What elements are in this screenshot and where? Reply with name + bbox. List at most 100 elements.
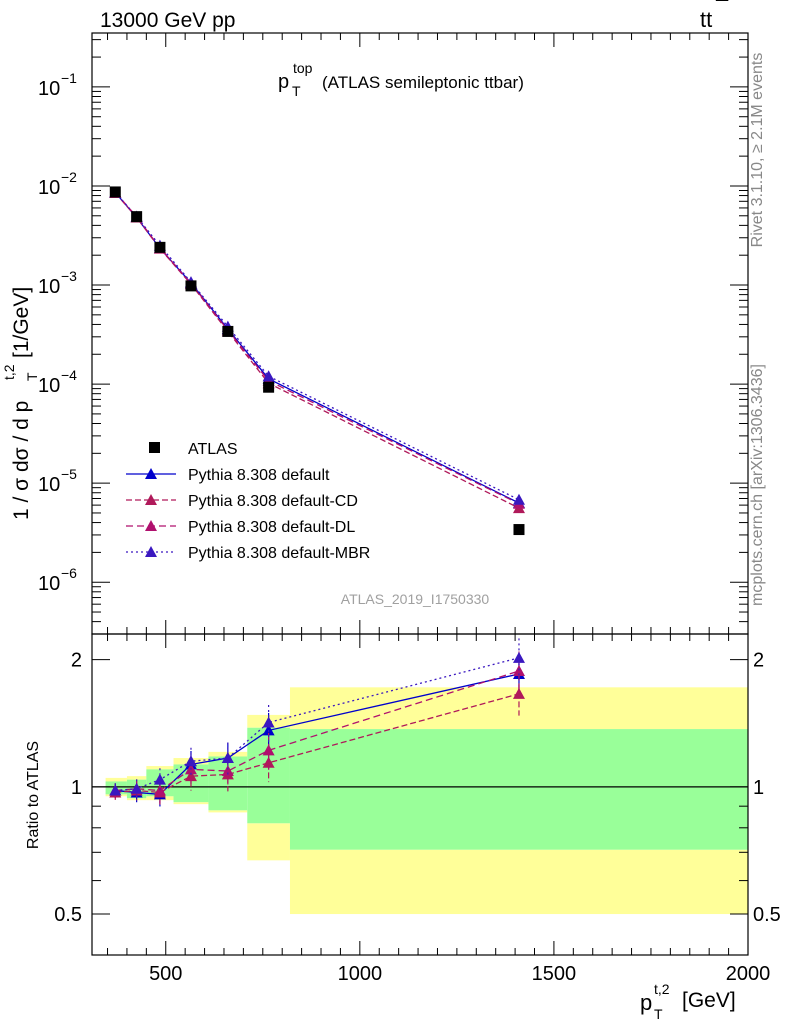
main-y-tick-exponent: −6 [61,565,77,581]
ratio-marker [262,756,275,768]
series-marker [512,493,525,505]
ratio-frame [91,633,749,956]
main-y-tick-exponent: −4 [61,367,77,383]
outer-band-lower [247,823,290,861]
outer-band-lower [208,810,248,813]
main-y-tick-label: 10 −6 [38,565,77,595]
ratio-marker [512,665,525,677]
main-ylabel-part1: 1 / σ dσ / d p [10,401,33,520]
main-y-tick-label: 10 −2 [38,169,77,199]
main-y-tick-exponent: −3 [61,268,77,284]
main-y-tick-label: 10 −1 [38,70,77,100]
main-y-tick-exponent: −5 [61,466,77,482]
xlabel-p: p [640,990,652,1015]
series-line-0 [114,192,520,504]
main-frame [91,32,749,635]
mcplots-source-label: mcplots.cern.ch [arXiv:1306.3436] [749,364,766,606]
main-y-axis-label: 1 / σ dσ / d p t,2 T [1/GeV] [1,287,40,520]
plot-title-p: p [278,71,289,93]
ratio-y-tick-label-right: 0.5 [753,904,781,926]
legend-label: Pythia 8.308 default [188,467,330,484]
legend-label: ATLAS [188,441,238,458]
ratio-y-tick-label-right: 2 [753,650,764,672]
legend-label: Pythia 8.308 default-MBR [188,545,370,562]
outer-band-upper [105,777,127,782]
ratio-marker [184,755,197,767]
plot-title-sub: T [292,83,301,99]
legend: ATLAS Pythia 8.308 default Pythia 8.308 de… [126,441,370,562]
main-y-tick-base: 10 [38,474,60,496]
ratio-marker [512,687,525,699]
ratio-marker [221,752,234,764]
rivet-version-label: Rivet 3.1.10, ≥ 2.1M events [749,53,766,248]
ratio-marker [262,744,275,756]
atlas-data-point [222,325,234,337]
outer-band-lower [289,849,748,915]
ratio-plot-panel: 500 1000 1500 2000 0.5 0.5 1 1 2 2 [54,633,781,985]
main-y-tick-exponent: −2 [61,169,77,185]
plot-title-text: (ATLAS semileptonic ttbar) [322,73,524,92]
main-ylabel-sub: T [24,372,40,381]
series-line-2 [114,192,520,505]
main-plot-panel: 10−610−510−410−310−210−1 [38,32,749,648]
x-tick-label: 1000 [338,963,383,985]
legend-label: Pythia 8.308 default-DL [188,519,355,536]
legend-marker-atlas [149,442,160,453]
header-process-bar: ¯ [715,0,729,22]
atlas-data-point [513,524,525,536]
ratio-marker [262,724,275,736]
ratio-marker [109,784,122,796]
main-y-tick-base: 10 [38,276,60,298]
outer-band-upper [146,766,174,770]
plot-title: p top T (ATLAS semileptonic ttbar) [278,60,524,99]
main-y-tick-label: 10 −5 [38,466,77,496]
legend-marker [145,468,157,479]
series-marker [262,370,275,382]
xlabel-sub: T [654,1006,663,1022]
ratio-marker [130,782,143,794]
legend-marker [145,546,157,557]
atlas-data-point [154,241,166,253]
ratio-marker [184,770,197,782]
main-y-tick-label: 10 −4 [38,367,77,397]
legend-marker [145,494,157,505]
ratio-marker [221,765,234,777]
ratio-y-tick-label-left: 1 [71,777,82,799]
atlas-data-point [263,381,275,393]
series-line-1 [114,192,520,509]
ratio-y-axis-label: Ratio to ATLAS [25,741,42,849]
ratio-y-tick-label-left: 0.5 [54,904,82,926]
header-process-label: tt [700,7,712,32]
legend-marker [145,520,157,531]
main-y-tick-exponent: −1 [61,70,77,86]
ratio-y-tick-label-right: 1 [753,777,764,799]
x-tick-label: 2000 [726,963,771,985]
header-energy-label: 13000 GeV pp [100,9,235,32]
ratio-marker [153,773,166,785]
inner-band [289,729,748,850]
x-tick-label: 500 [149,963,182,985]
atlas-data-point [131,211,143,223]
ratio-marker [512,651,525,663]
ratio-marker [262,716,275,728]
x-tick-label: 1500 [532,963,577,985]
outer-band-upper [126,776,147,780]
xlabel-sup: t,2 [654,981,670,997]
atlas-data-point [185,280,197,292]
main-y-tick-base: 10 [38,375,60,397]
main-ylabel-sup: t,2 [1,364,17,380]
analysis-watermark: ATLAS_2019_I1750330 [341,591,490,607]
main-ylabel-part2: [1/GeV] [10,287,33,358]
xlabel-unit: [GeV] [682,989,736,1012]
plot-title-sup: top [293,60,313,76]
main-y-tick-base: 10 [38,78,60,100]
ratio-y-tick-label-left: 2 [71,650,82,672]
main-y-tick-base: 10 [38,177,60,199]
legend-label: Pythia 8.308 default-CD [188,493,358,510]
x-axis-label: p t,2 T [GeV] [640,981,736,1022]
series-line-3 [114,192,520,501]
main-y-tick-label: 10 −3 [38,268,77,298]
main-y-tick-base: 10 [38,573,60,595]
atlas-data-point [109,186,121,198]
